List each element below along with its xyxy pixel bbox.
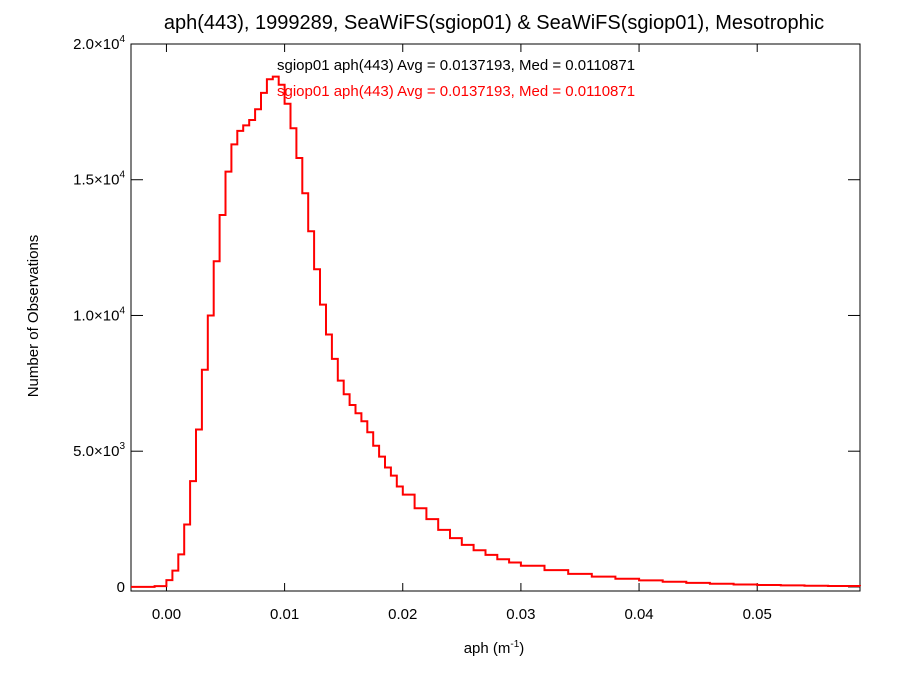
y-tick-label-exponent: 4 (119, 170, 125, 181)
y-tick-label: 5.0×103 (73, 441, 125, 460)
chart-title: aph(443), 1999289, SeaWiFS(sgiop01) & Se… (164, 12, 824, 34)
y-tick-label-exponent: 3 (119, 441, 125, 452)
y-tick-label-mantissa: 2.0×10 (73, 36, 119, 53)
x-tick-label: 0.05 (743, 606, 772, 623)
y-tick-label-mantissa: 5.0×10 (73, 443, 119, 460)
y-tick-label-exponent: 4 (119, 305, 125, 316)
plot-frame (130, 43, 861, 592)
y-tick-label: 2.0×104 (73, 34, 125, 53)
x-axis-label-sup: -1 (510, 639, 519, 650)
x-tick-label: 0.01 (270, 606, 299, 623)
x-axis-label-close: ) (519, 640, 524, 657)
y-tick-label-mantissa: 1.5×10 (73, 172, 119, 189)
x-axis: 0.00 0.01 0.02 0.03 0.04 0.05 (152, 44, 772, 623)
x-tick-label: 0.04 (624, 606, 653, 623)
y-tick-label: 0 (117, 579, 125, 596)
x-tick-label: 0.00 (152, 606, 181, 623)
histogram-series-line (131, 75, 861, 588)
y-tick-label-mantissa: 0 (117, 579, 125, 596)
annotation-black: sgiop01 aph(443) Avg = 0.0137193, Med = … (277, 57, 635, 74)
y-tick-label-mantissa: 1.0×10 (73, 307, 119, 324)
y-tick-label: 1.0×104 (73, 305, 125, 324)
x-tick-label: 0.02 (388, 606, 417, 623)
x-axis-label-main: aph (m (464, 640, 511, 657)
y-axis-label: Number of Observations (25, 235, 42, 398)
y-tick-label-exponent: 4 (119, 34, 125, 45)
x-axis-label: aph (m-1) (464, 639, 525, 657)
annotation-red: sgiop01 aph(443) Avg = 0.0137193, Med = … (277, 83, 635, 100)
y-tick-label: 1.5×104 (73, 170, 125, 189)
x-tick-label: 0.03 (506, 606, 535, 623)
